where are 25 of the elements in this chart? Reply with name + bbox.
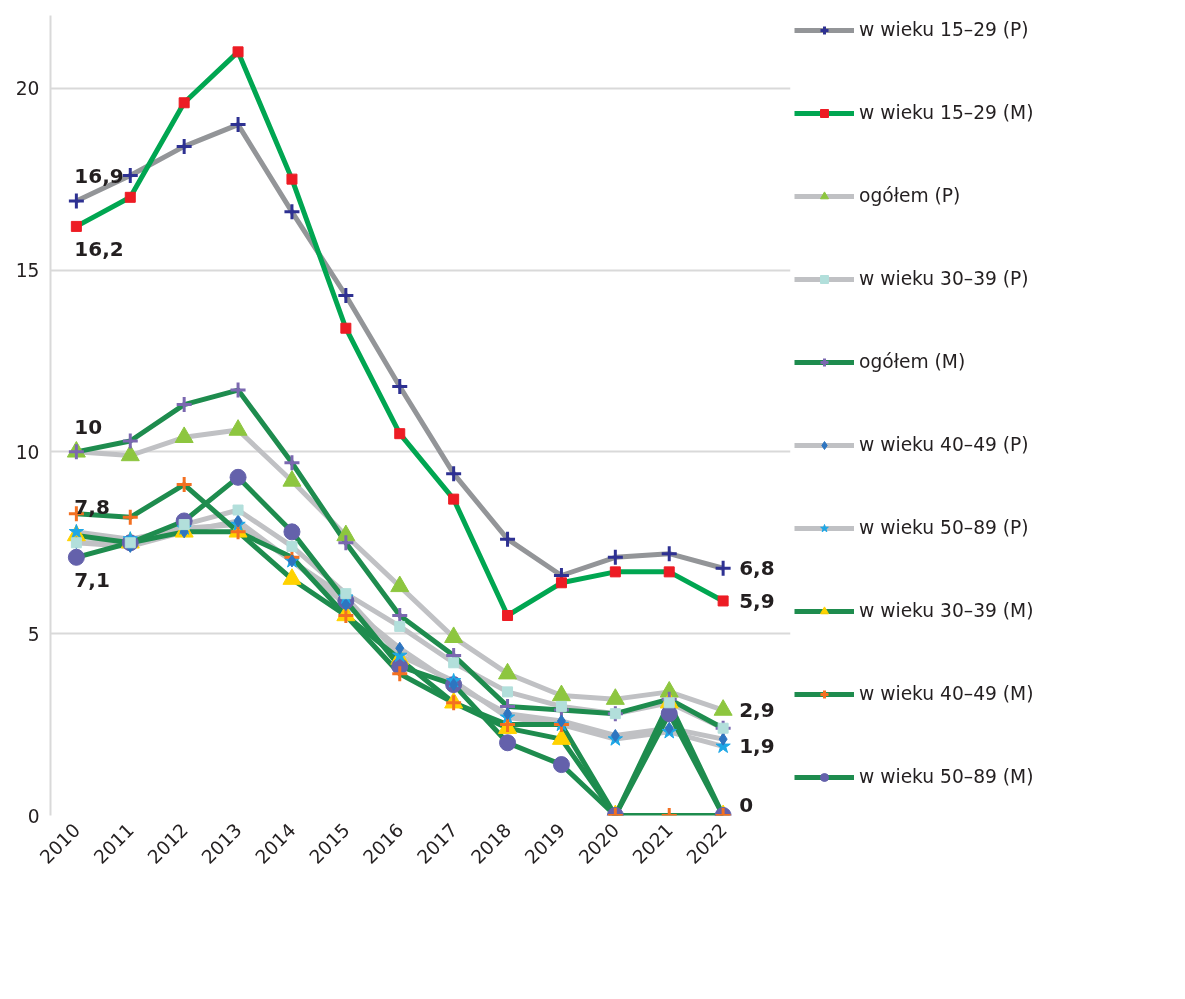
y-tick-label: 10 (15, 441, 40, 463)
annotation: 1,9 (739, 734, 775, 759)
y-tick-label: 15 (15, 260, 40, 282)
y-tick-label: 0 (27, 805, 40, 827)
annotation: 16,2 (74, 237, 124, 262)
legend-label: w wieku 50–89 (M) (859, 766, 1034, 787)
annotation: 5,9 (739, 588, 775, 613)
legend-label: w wieku 30–39 (P) (859, 268, 1029, 289)
legend-label: w wieku 15–29 (P) (859, 19, 1029, 40)
legend-label: w wieku 30–39 (M) (859, 600, 1034, 621)
annotation: 7,1 (74, 568, 110, 593)
legend-label: w wieku 15–29 (M) (859, 102, 1034, 123)
legend-label: ogółem (P) (859, 185, 961, 206)
legend-label: w wieku 40–49 (P) (859, 434, 1029, 455)
legend-label: w wieku 40–49 (M) (859, 683, 1034, 704)
legend-label: w wieku 50–89 (P) (859, 517, 1029, 538)
y-tick-label: 20 (15, 78, 40, 100)
annotation: 6,8 (739, 556, 775, 581)
annotation: 7,8 (74, 494, 110, 519)
y-tick-label: 5 (27, 623, 40, 645)
annotation: 16,9 (74, 163, 124, 188)
annotation: 2,9 (739, 698, 775, 723)
legend-label: ogółem (M) (859, 351, 966, 372)
annotation: 0 (739, 792, 754, 817)
annotation: 10 (74, 414, 103, 439)
